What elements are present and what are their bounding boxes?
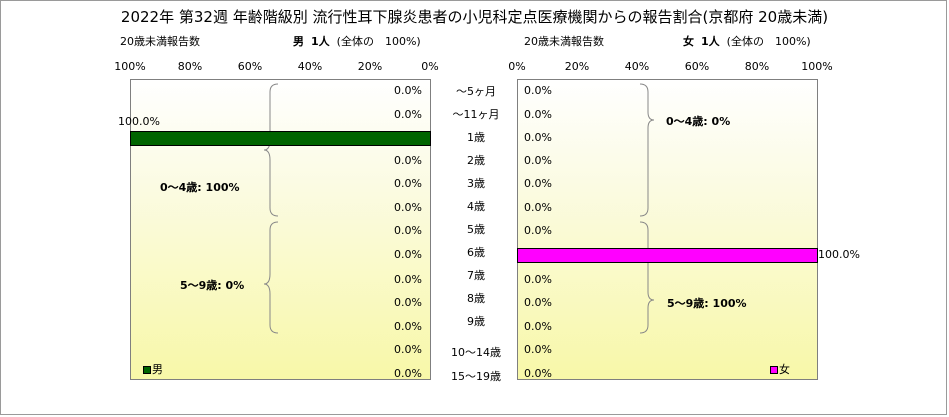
female-plot-area — [517, 79, 818, 380]
male-tick: 60% — [237, 60, 263, 73]
male-value-label: 100.0% — [118, 115, 160, 128]
male-legend-label: 男 — [152, 363, 163, 376]
male-count-caption: 20歳未満報告数 — [120, 35, 200, 48]
category-label: 3歳 — [467, 177, 485, 190]
male-plot-area — [130, 79, 431, 380]
male-summary: 男 1人 (全体の 100%) — [293, 33, 421, 49]
female-count-caption: 20歳未満報告数 — [524, 35, 604, 48]
male-value-label: 0.0% — [394, 224, 422, 237]
male-value-label: 0.0% — [394, 273, 422, 286]
category-label: ～11ヶ月 — [452, 108, 500, 121]
male-value-label: 0.0% — [394, 320, 422, 333]
male-group-label-5-9: 5～9歳: 0% — [180, 279, 245, 292]
male-value-label: 0.0% — [394, 108, 422, 121]
male-tick: 20% — [357, 60, 383, 73]
male-value-label: 0.0% — [394, 296, 422, 309]
category-label: 2歳 — [467, 154, 485, 167]
male-value-label: 0.0% — [394, 367, 422, 380]
female-value-label: 0.0% — [524, 296, 552, 309]
male-count: 1人 — [311, 35, 330, 48]
female-value-label: 0.0% — [524, 343, 552, 356]
category-label: 8歳 — [467, 292, 485, 305]
male-sex-label: 男 — [293, 35, 304, 48]
female-count: 1人 — [701, 35, 720, 48]
male-bar — [130, 130, 431, 146]
female-value-label: 0.0% — [524, 201, 552, 214]
male-value-label: 0.0% — [394, 177, 422, 190]
category-label: 7歳 — [467, 269, 485, 282]
category-label: ～5ヶ月 — [456, 85, 496, 98]
category-label: 4歳 — [467, 200, 485, 213]
female-tick: 80% — [744, 60, 770, 73]
female-bracket-0-4 — [639, 83, 655, 217]
female-value-label: 100.0% — [818, 248, 860, 261]
male-value-label: 0.0% — [394, 84, 422, 97]
female-tick: 20% — [564, 60, 590, 73]
male-tick: 80% — [177, 60, 203, 73]
male-value-label: 0.0% — [394, 343, 422, 356]
female-value-label: 0.0% — [524, 367, 552, 380]
male-tick: 100% — [114, 60, 146, 73]
female-tick: 0% — [508, 60, 526, 73]
category-label: 10～14歳 — [451, 346, 501, 359]
female-value-label: 0.0% — [524, 320, 552, 333]
male-tick: 0% — [421, 60, 439, 73]
female-legend-swatch — [770, 366, 778, 374]
male-tick: 40% — [297, 60, 323, 73]
category-label: 9歳 — [467, 315, 485, 328]
female-group-label-5-9: 5～9歳: 100% — [667, 297, 747, 310]
female-value-label: 0.0% — [524, 154, 552, 167]
female-value-label: 0.0% — [524, 84, 552, 97]
female-share: (全体の 100%) — [726, 35, 811, 48]
male-legend: 男 — [143, 361, 163, 377]
female-bar — [517, 247, 818, 263]
female-tick: 60% — [684, 60, 710, 73]
category-label: 1歳 — [467, 131, 485, 144]
category-label: 15～19歳 — [451, 370, 501, 383]
female-sex-label: 女 — [683, 35, 694, 48]
female-tick: 40% — [624, 60, 650, 73]
male-value-label: 0.0% — [394, 154, 422, 167]
female-value-label: 0.0% — [524, 177, 552, 190]
female-legend-label: 女 — [779, 363, 790, 376]
female-value-label: 0.0% — [524, 108, 552, 121]
female-tick: 100% — [801, 60, 833, 73]
male-bracket-5-9 — [263, 221, 279, 334]
chart-title: 2022年 第32週 年齢階級別 流行性耳下腺炎患者の小児科定点医療機関からの報… — [120, 8, 829, 26]
female-bracket-5-9 — [639, 221, 655, 334]
male-value-label: 0.0% — [394, 248, 422, 261]
female-group-label-0-4: 0～4歳: 0% — [666, 115, 731, 128]
male-share: (全体の 100%) — [336, 35, 421, 48]
male-bracket-0-4 — [263, 83, 279, 217]
female-summary: 女 1人 (全体の 100%) — [683, 33, 811, 49]
female-value-label: 0.0% — [524, 131, 552, 144]
female-value-label: 0.0% — [524, 273, 552, 286]
category-label: 6歳 — [467, 246, 485, 259]
female-value-label: 0.0% — [524, 224, 552, 237]
female-legend: 女 — [770, 361, 790, 377]
male-legend-swatch — [143, 366, 151, 374]
male-value-label: 0.0% — [394, 201, 422, 214]
male-group-label-0-4: 0～4歳: 100% — [160, 181, 240, 194]
category-label: 5歳 — [467, 223, 485, 236]
